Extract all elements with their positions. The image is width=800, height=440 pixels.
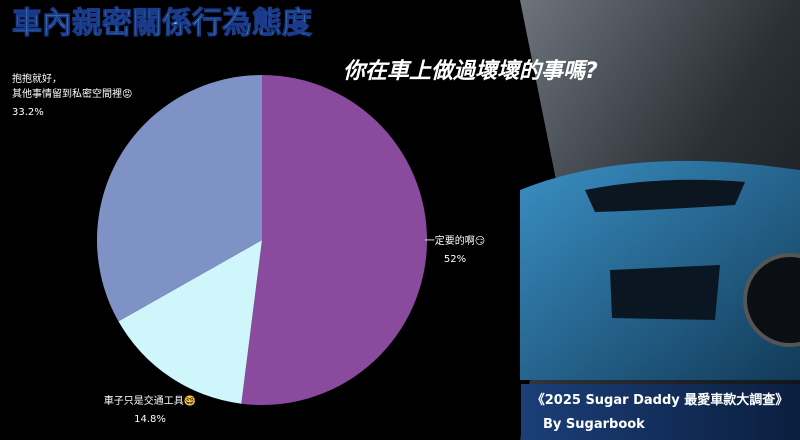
slice-label: 一定要的啊😏 bbox=[425, 234, 485, 247]
pie-slice bbox=[118, 240, 262, 404]
chart-title: 車內親密關係行為態度 bbox=[12, 6, 312, 41]
slice-value: 14.8% bbox=[134, 414, 166, 425]
chart-subtitle: 你在車上做過壞壞的事嗎? bbox=[343, 58, 598, 84]
footer-box bbox=[521, 384, 800, 440]
slice-label: 車子只是交通工具🤓 bbox=[104, 394, 197, 407]
pie-slice bbox=[241, 75, 428, 406]
car-photo bbox=[520, 0, 800, 440]
footer-line: By Sugarbook bbox=[543, 417, 645, 432]
slice-label: 抱抱就好，其他事情留到私密空間裡😡 bbox=[12, 72, 132, 100]
pie-slice bbox=[96, 75, 262, 322]
slice-value: 33.2% bbox=[12, 107, 44, 118]
footer-line: 《2025 Sugar Daddy 最愛車款大調查》 bbox=[532, 392, 789, 408]
slice-value: 52% bbox=[444, 254, 466, 265]
